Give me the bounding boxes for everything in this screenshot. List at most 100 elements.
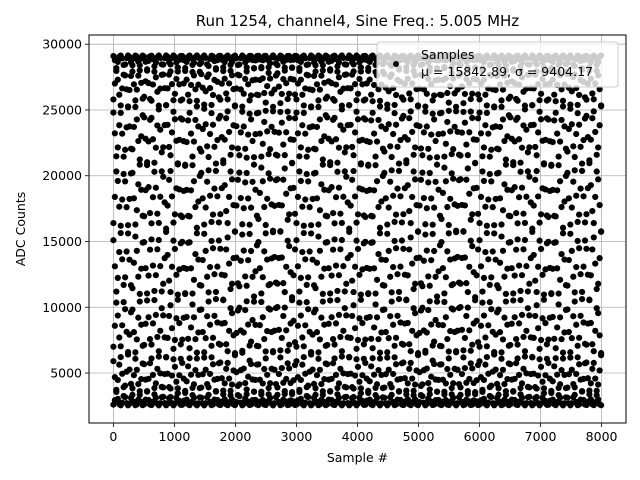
data-point bbox=[174, 160, 181, 167]
data-point bbox=[130, 259, 138, 266]
data-point bbox=[578, 388, 586, 395]
data-point bbox=[193, 349, 200, 356]
data-point bbox=[247, 247, 255, 255]
data-point bbox=[287, 136, 294, 143]
data-point bbox=[373, 178, 381, 185]
data-point bbox=[369, 355, 376, 362]
data-point bbox=[146, 335, 154, 343]
data-point bbox=[215, 237, 222, 244]
data-point bbox=[302, 130, 309, 137]
data-point bbox=[535, 193, 542, 200]
data-point bbox=[376, 230, 384, 237]
data-point bbox=[381, 384, 388, 391]
data-layer bbox=[110, 52, 605, 409]
data-point bbox=[479, 153, 486, 160]
data-point bbox=[168, 81, 176, 88]
data-point bbox=[466, 190, 473, 197]
data-point bbox=[432, 316, 439, 324]
data-point bbox=[489, 204, 496, 211]
data-point bbox=[312, 146, 319, 153]
data-point bbox=[453, 108, 460, 115]
data-point bbox=[239, 103, 246, 110]
data-point bbox=[350, 152, 357, 159]
data-point bbox=[420, 257, 427, 264]
data-point bbox=[183, 138, 190, 146]
data-point bbox=[357, 64, 365, 71]
data-point bbox=[363, 314, 370, 321]
data-point bbox=[595, 381, 602, 388]
data-point bbox=[517, 168, 524, 175]
data-point bbox=[574, 101, 581, 109]
data-point bbox=[315, 349, 322, 356]
data-point bbox=[552, 109, 559, 116]
data-point bbox=[518, 184, 526, 191]
data-point bbox=[390, 370, 397, 378]
data-point bbox=[154, 210, 161, 217]
data-point bbox=[258, 290, 265, 297]
data-point bbox=[349, 143, 356, 151]
data-point bbox=[587, 396, 594, 403]
data-point bbox=[375, 86, 382, 93]
data-point bbox=[482, 334, 489, 341]
data-point bbox=[234, 176, 241, 183]
data-point bbox=[186, 109, 193, 116]
data-point bbox=[498, 355, 505, 362]
data-point bbox=[288, 159, 296, 166]
data-point bbox=[328, 184, 335, 191]
data-point bbox=[433, 154, 441, 161]
data-point bbox=[117, 102, 124, 109]
data-point bbox=[152, 394, 159, 401]
data-point bbox=[154, 246, 161, 253]
data-point bbox=[322, 112, 329, 119]
data-point bbox=[202, 204, 209, 211]
data-point bbox=[221, 396, 228, 403]
data-point bbox=[217, 112, 224, 119]
data-point bbox=[335, 144, 343, 151]
data-point bbox=[499, 366, 507, 373]
legend-box bbox=[376, 41, 619, 88]
data-point bbox=[480, 376, 488, 384]
data-point bbox=[269, 349, 277, 356]
data-point bbox=[492, 195, 499, 203]
data-point bbox=[259, 140, 266, 147]
data-point bbox=[584, 133, 592, 141]
data-point bbox=[152, 272, 159, 279]
data-point bbox=[192, 336, 199, 343]
data-point bbox=[261, 89, 268, 97]
data-point bbox=[417, 145, 425, 152]
data-point bbox=[290, 184, 297, 191]
data-point bbox=[403, 387, 410, 394]
data-point bbox=[277, 100, 284, 107]
data-point bbox=[567, 349, 574, 356]
data-point bbox=[557, 178, 564, 185]
data-point bbox=[329, 246, 337, 253]
data-point bbox=[533, 167, 540, 175]
data-point bbox=[261, 335, 268, 343]
data-point bbox=[368, 239, 375, 246]
data-point bbox=[287, 379, 294, 387]
data-point bbox=[262, 348, 269, 355]
data-point bbox=[480, 312, 488, 319]
data-point bbox=[135, 181, 142, 188]
data-point bbox=[302, 256, 309, 263]
data-point bbox=[190, 381, 198, 388]
data-point bbox=[492, 86, 499, 94]
data-point bbox=[294, 193, 302, 201]
data-point bbox=[397, 193, 404, 200]
data-point bbox=[407, 348, 414, 355]
data-point bbox=[429, 97, 436, 104]
data-point bbox=[224, 234, 231, 241]
data-point bbox=[132, 355, 139, 362]
data-point bbox=[204, 313, 211, 320]
data-point bbox=[395, 288, 403, 296]
data-point bbox=[375, 366, 382, 374]
data-point bbox=[202, 335, 209, 342]
data-point bbox=[369, 213, 376, 220]
data-point bbox=[463, 379, 470, 386]
data-point bbox=[310, 309, 318, 316]
data-point bbox=[562, 306, 570, 314]
data-point bbox=[381, 282, 388, 289]
data-point bbox=[220, 157, 227, 164]
data-point bbox=[245, 131, 252, 138]
